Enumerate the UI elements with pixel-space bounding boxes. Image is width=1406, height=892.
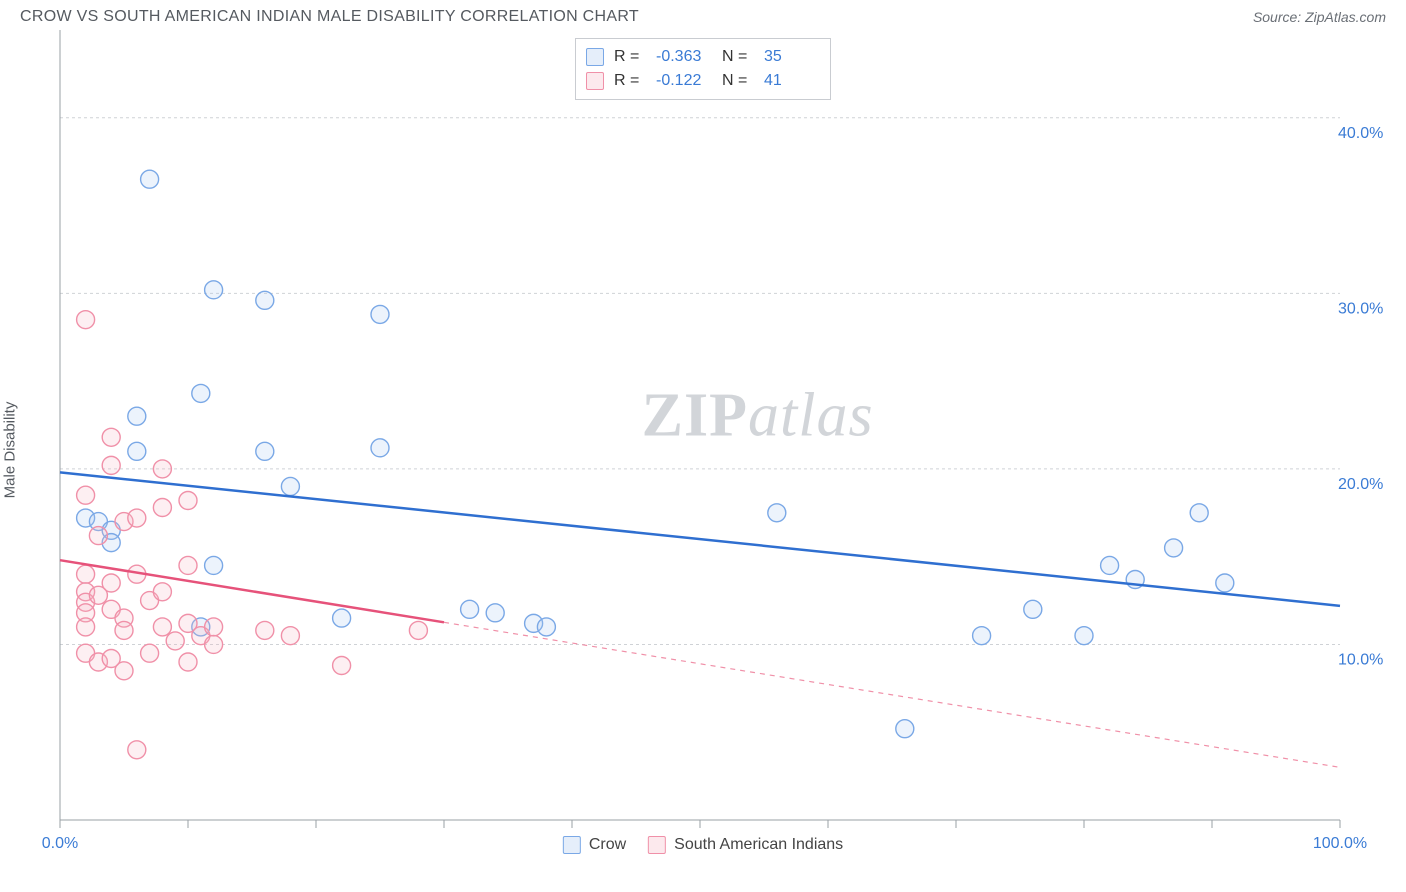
stats-n-value: 41 bbox=[764, 69, 820, 93]
data-point bbox=[256, 621, 274, 639]
stats-r-value: -0.122 bbox=[656, 69, 712, 93]
data-point bbox=[371, 439, 389, 457]
data-point bbox=[153, 499, 171, 517]
data-point bbox=[281, 627, 299, 645]
series-legend: Crow South American Indians bbox=[563, 836, 843, 854]
series-legend-label: Crow bbox=[589, 836, 626, 854]
data-point bbox=[115, 662, 133, 680]
data-point bbox=[128, 509, 146, 527]
data-point bbox=[256, 442, 274, 460]
data-point bbox=[333, 657, 351, 675]
data-point bbox=[256, 291, 274, 309]
series-legend-item: Crow bbox=[563, 836, 626, 854]
data-point bbox=[77, 486, 95, 504]
data-point bbox=[409, 621, 427, 639]
series-legend-label: South American Indians bbox=[674, 836, 843, 854]
stats-n-value: 35 bbox=[764, 45, 820, 69]
data-point bbox=[1024, 600, 1042, 618]
data-point bbox=[153, 618, 171, 636]
legend-swatch bbox=[563, 836, 581, 854]
data-point bbox=[486, 604, 504, 622]
y-tick-label: 40.0% bbox=[1338, 125, 1383, 142]
y-tick-label: 30.0% bbox=[1338, 300, 1383, 317]
y-axis-label: Male Disability bbox=[2, 402, 19, 499]
data-point bbox=[179, 653, 197, 671]
data-point bbox=[141, 644, 159, 662]
x-tick-label: 0.0% bbox=[42, 835, 78, 850]
data-point bbox=[1190, 504, 1208, 522]
data-point bbox=[77, 618, 95, 636]
stats-legend-row: R = -0.363 N = 35 bbox=[586, 45, 820, 69]
data-point bbox=[371, 305, 389, 323]
data-point bbox=[205, 635, 223, 653]
data-point bbox=[128, 407, 146, 425]
chart-title: CROW VS SOUTH AMERICAN INDIAN MALE DISAB… bbox=[20, 8, 639, 26]
legend-swatch bbox=[586, 48, 604, 66]
stats-legend: R = -0.363 N = 35 R = -0.122 N = 41 bbox=[575, 38, 831, 100]
legend-swatch bbox=[648, 836, 666, 854]
data-point bbox=[179, 491, 197, 509]
data-point bbox=[166, 632, 184, 650]
data-point bbox=[102, 456, 120, 474]
data-point bbox=[192, 384, 210, 402]
data-point bbox=[768, 504, 786, 522]
stats-r-label: R = bbox=[614, 69, 646, 93]
data-point bbox=[153, 460, 171, 478]
data-point bbox=[128, 741, 146, 759]
data-point bbox=[973, 627, 991, 645]
data-point bbox=[333, 609, 351, 627]
stats-n-label: N = bbox=[722, 69, 754, 93]
data-point bbox=[102, 574, 120, 592]
data-point bbox=[128, 442, 146, 460]
data-point bbox=[153, 583, 171, 601]
stats-legend-row: R = -0.122 N = 41 bbox=[586, 69, 820, 93]
data-point bbox=[102, 428, 120, 446]
data-point bbox=[205, 281, 223, 299]
stats-r-value: -0.363 bbox=[656, 45, 712, 69]
data-point bbox=[205, 618, 223, 636]
data-point bbox=[1075, 627, 1093, 645]
data-point bbox=[1101, 556, 1119, 574]
data-point bbox=[77, 311, 95, 329]
data-point bbox=[141, 170, 159, 188]
scatter-plot-svg: 10.0% 20.0% 30.0% 40.0% 0.0% 100.0% bbox=[20, 30, 1386, 850]
y-tick-label: 10.0% bbox=[1338, 651, 1383, 668]
data-point bbox=[896, 720, 914, 738]
data-point bbox=[89, 527, 107, 545]
data-point bbox=[537, 618, 555, 636]
series-legend-item: South American Indians bbox=[648, 836, 843, 854]
data-point bbox=[205, 556, 223, 574]
data-point bbox=[281, 477, 299, 495]
chart-area: Male Disability ZIPatlas 10.0%20.0%30.0%… bbox=[20, 30, 1386, 870]
stats-r-label: R = bbox=[614, 45, 646, 69]
data-point bbox=[1216, 574, 1234, 592]
data-point bbox=[461, 600, 479, 618]
x-tick-label: 100.0% bbox=[1313, 835, 1367, 850]
trend-line bbox=[60, 472, 1340, 605]
data-point bbox=[77, 565, 95, 583]
data-point bbox=[179, 556, 197, 574]
legend-swatch bbox=[586, 72, 604, 90]
y-tick-label: 20.0% bbox=[1338, 476, 1383, 493]
data-point bbox=[115, 621, 133, 639]
data-point bbox=[1165, 539, 1183, 557]
stats-n-label: N = bbox=[722, 45, 754, 69]
chart-source: Source: ZipAtlas.com bbox=[1253, 9, 1386, 25]
